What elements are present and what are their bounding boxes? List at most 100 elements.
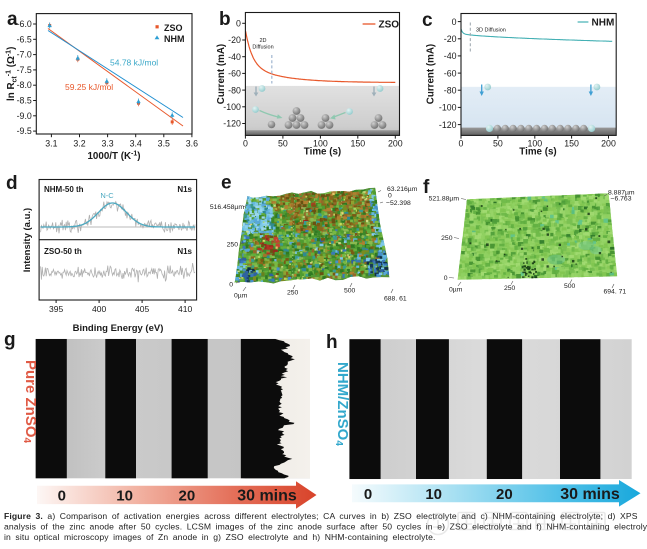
svg-text:-9.5: -9.5 (17, 126, 32, 136)
svg-text:-6.5: -6.5 (17, 34, 32, 44)
svg-text:3.6: 3.6 (186, 139, 198, 149)
svg-text:410: 410 (178, 304, 192, 314)
svg-text:N1s: N1s (177, 247, 192, 256)
svg-text:-20: -20 (228, 35, 241, 45)
svg-text:−6.763: −6.763 (611, 196, 632, 203)
svg-text:59.25 kJ/mol: 59.25 kJ/mol (65, 82, 113, 92)
svg-text:Diffusion: Diffusion (252, 45, 273, 51)
svg-text:Current (mA): Current (mA) (216, 44, 227, 104)
svg-text:ZSO: ZSO (164, 23, 183, 33)
svg-text:-60: -60 (444, 68, 457, 78)
svg-text:Pure ZnSO4: Pure ZnSO4 (21, 360, 39, 444)
svg-text:Time (s): Time (s) (519, 147, 556, 158)
svg-text:0µm: 0µm (234, 293, 248, 300)
svg-text:250: 250 (441, 235, 453, 242)
svg-text:250: 250 (504, 285, 516, 292)
svg-text:-6.0: -6.0 (17, 19, 32, 29)
svg-text:150: 150 (350, 139, 365, 149)
svg-text:a: a (7, 9, 18, 30)
svg-text:NHM: NHM (164, 34, 185, 44)
svg-text:N-C: N-C (100, 191, 114, 200)
svg-text:-60: -60 (228, 69, 241, 79)
svg-text:0µm: 0µm (449, 287, 463, 294)
svg-text:100: 100 (313, 139, 328, 149)
svg-text:−52.398: −52.398 (386, 200, 411, 207)
svg-text:400: 400 (92, 304, 106, 314)
svg-text:3D Diffusion: 3D Diffusion (476, 28, 506, 34)
svg-text:10: 10 (116, 488, 133, 505)
svg-text:g: g (4, 330, 16, 351)
svg-text:-40: -40 (228, 52, 241, 62)
svg-text:-100: -100 (223, 102, 241, 112)
svg-text:10: 10 (425, 486, 442, 503)
svg-text:h: h (326, 332, 338, 353)
svg-text:-7.0: -7.0 (17, 50, 32, 60)
svg-text:3.4: 3.4 (130, 139, 142, 149)
svg-text:f: f (423, 177, 430, 198)
svg-text:Time (s): Time (s) (304, 147, 341, 158)
svg-text:NHM: NHM (592, 18, 615, 29)
svg-text:150: 150 (564, 139, 579, 149)
svg-text:NHM-50 th: NHM-50 th (44, 185, 84, 194)
svg-text:Intensity (a.u.): Intensity (a.u.) (22, 208, 33, 272)
svg-text:405: 405 (135, 304, 149, 314)
svg-text:200: 200 (601, 139, 616, 149)
svg-text:NHM/ZnSO4: NHM/ZnSO4 (333, 362, 351, 446)
svg-text:0: 0 (444, 275, 448, 282)
svg-text:d: d (6, 173, 18, 194)
svg-text:-120: -120 (439, 120, 457, 130)
svg-text:Current (mA): Current (mA) (426, 44, 437, 104)
svg-text:30 mins: 30 mins (560, 486, 620, 503)
svg-text:0: 0 (229, 282, 233, 289)
svg-text:0: 0 (364, 486, 372, 503)
svg-text:521.88µm: 521.88µm (429, 196, 460, 203)
svg-text:50: 50 (493, 139, 503, 149)
svg-text:63.216µm: 63.216µm (387, 186, 418, 193)
svg-text:500: 500 (564, 283, 576, 290)
svg-text:0: 0 (452, 17, 457, 27)
svg-text:0: 0 (388, 193, 392, 200)
svg-text:Figure 3. a) Comparison of ac: Figure 3. a) Comparison of activation en… (4, 511, 638, 521)
svg-text:200: 200 (388, 139, 403, 149)
svg-text:Binding Energy (eV): Binding Energy (eV) (73, 323, 164, 334)
svg-text:0: 0 (243, 139, 248, 149)
svg-text:250: 250 (227, 242, 239, 249)
svg-text:500: 500 (344, 288, 356, 295)
svg-text:0: 0 (236, 19, 241, 29)
svg-text:54.78 kJ/mol: 54.78 kJ/mol (110, 58, 158, 68)
svg-text:-8.5: -8.5 (17, 96, 32, 106)
svg-text:c: c (422, 10, 433, 31)
svg-text:50: 50 (278, 139, 288, 149)
svg-text:100: 100 (527, 139, 542, 149)
svg-text:3.1: 3.1 (45, 139, 57, 149)
svg-text:30 mins: 30 mins (237, 488, 297, 505)
svg-text:e: e (221, 173, 232, 194)
svg-text:250: 250 (287, 290, 299, 297)
svg-text:-9.0: -9.0 (17, 111, 32, 121)
svg-text:-120: -120 (223, 119, 241, 129)
svg-text:1000/T (K-1): 1000/T (K-1) (87, 151, 140, 163)
svg-text:in situ optical microscopy ima: in situ optical microscopy images of Zn … (4, 532, 436, 542)
svg-text:3.3: 3.3 (101, 139, 113, 149)
svg-text:-100: -100 (439, 103, 457, 113)
svg-text:-40: -40 (444, 51, 457, 61)
svg-text:ZSO: ZSO (379, 20, 400, 31)
svg-text:20: 20 (496, 486, 513, 503)
svg-text:N1s: N1s (177, 185, 192, 194)
svg-text:ZSO-50 th: ZSO-50 th (44, 247, 82, 256)
svg-text:516.458µm: 516.458µm (210, 204, 244, 211)
svg-text:2D: 2D (259, 38, 266, 44)
svg-text:-80: -80 (444, 85, 457, 95)
svg-text:3.5: 3.5 (158, 139, 170, 149)
svg-text:694. 71: 694. 71 (604, 289, 627, 296)
svg-text:0: 0 (459, 139, 464, 149)
svg-text:b: b (219, 9, 231, 30)
svg-text:-80: -80 (228, 85, 241, 95)
svg-text:-20: -20 (444, 34, 457, 44)
svg-text:-8.0: -8.0 (17, 80, 32, 90)
svg-text:395: 395 (49, 304, 63, 314)
svg-text:688. 61: 688. 61 (384, 296, 407, 303)
svg-text:ln Rct-1 (Ω-1): ln Rct-1 (Ω-1) (6, 47, 19, 101)
svg-text:-7.5: -7.5 (17, 65, 32, 75)
svg-text:3.2: 3.2 (73, 139, 85, 149)
